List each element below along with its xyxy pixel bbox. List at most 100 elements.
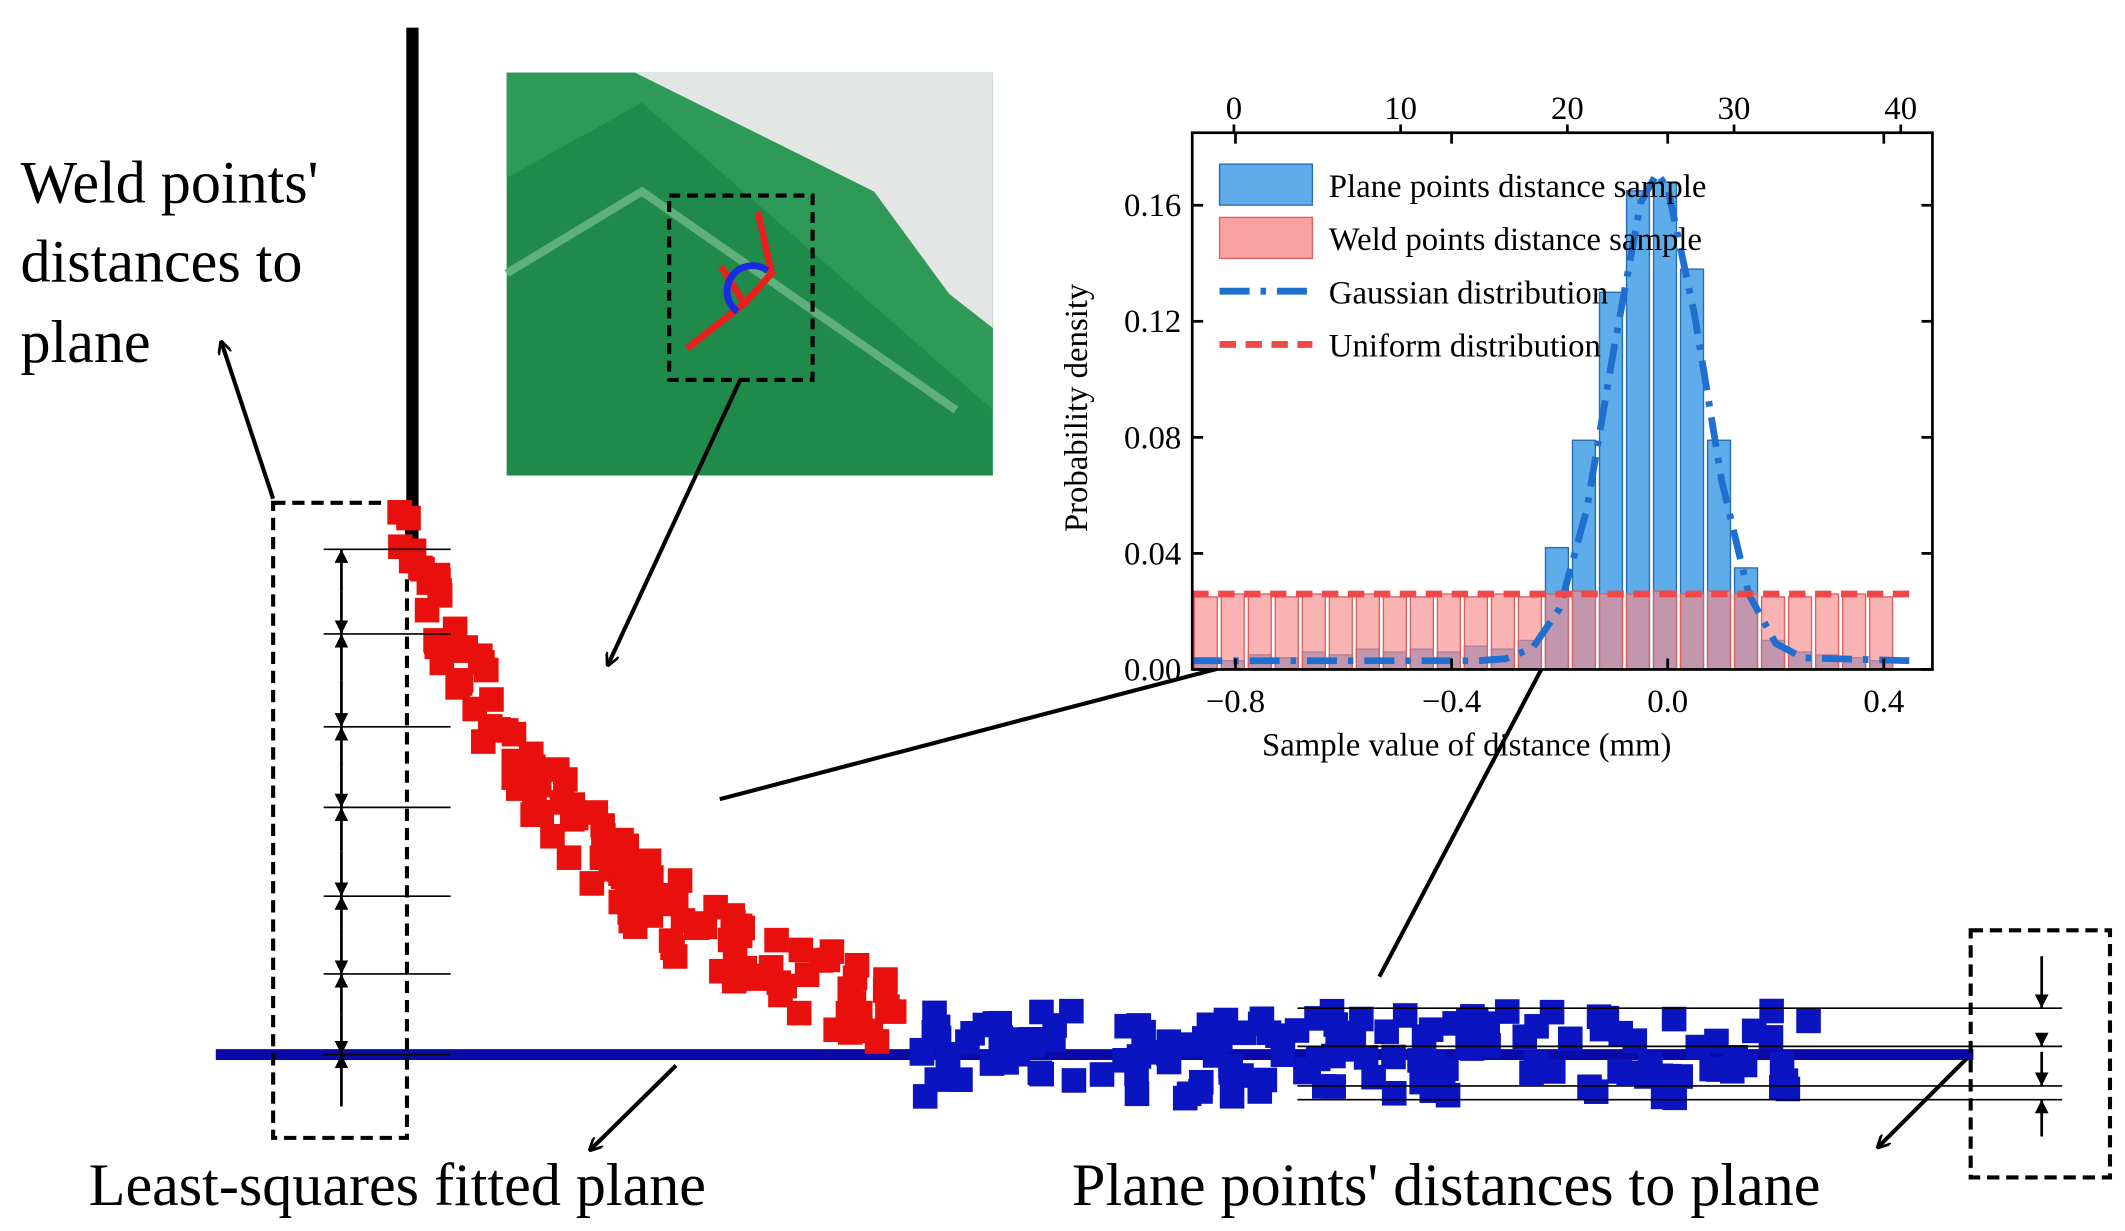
plane-point [979,1051,1005,1076]
x-tick-label: −0.4 [1422,684,1481,720]
plane-point [948,1067,973,1092]
weld-point [560,792,586,817]
weld-point [794,962,820,988]
plane-point [1775,1076,1801,1102]
y-tick-label: 0.04 [1124,536,1181,572]
plane-point [1329,1037,1354,1062]
plane-point [1213,1007,1239,1033]
plane-point [1409,1069,1435,1095]
weld-point [423,628,448,653]
fit-label: Least-squares fitted plane [89,1151,706,1218]
plane-point [1523,1050,1549,1076]
plane-point [972,1012,998,1038]
weld-point [427,583,453,608]
weld-point [819,939,845,964]
histogram-bar [1652,590,1678,671]
plane-point [1112,1048,1137,1073]
weld-point [622,914,648,939]
y-tick-label: 0.12 [1124,304,1181,340]
y-tick-label: 0.16 [1124,188,1181,224]
plane-point [1126,1013,1152,1038]
plane-point [1374,1019,1399,1045]
weld-point [617,873,642,899]
plane-point [1634,1064,1659,1089]
legend-label: Weld points distance sample [1329,222,1702,258]
plane-point [1219,1084,1245,1109]
plane-point [1796,1008,1821,1034]
plane-point [1252,1067,1278,1093]
weld-point [709,958,734,984]
plane-point [1430,1065,1456,1091]
weld-point [553,767,578,792]
plane-point [1156,1041,1181,1066]
x2-tick-label: 20 [1551,91,1584,127]
weld-label: distances to [20,228,302,295]
weld-label: Weld points' [20,148,318,215]
plot-frame [1190,131,1934,671]
weld-point [690,912,716,938]
photo [504,72,993,476]
plane-point [1349,1006,1374,1032]
x2-tick-label: 10 [1384,91,1417,127]
histogram-bar [1760,596,1786,671]
weld-point [501,748,527,774]
weld-point [479,687,504,712]
weld-label: plane [20,308,150,375]
histogram-bar [1544,593,1570,671]
legend-swatch [1218,163,1314,206]
arrow [1878,1057,1969,1148]
plane-point [1577,1074,1602,1100]
arrow [608,379,743,665]
histogram-bar [1571,590,1597,671]
x-tick-label: −0.8 [1206,684,1265,720]
plane-point [1319,998,1345,1024]
plane-point [909,1037,935,1063]
plane-point [912,1084,938,1109]
weld-point [658,883,684,908]
legend-label: Gaussian distribution [1329,275,1608,311]
weld-box [271,500,410,1140]
histogram-bar [1220,593,1245,671]
plane-point [1411,1024,1437,1049]
legend-label: Uniform distribution [1329,329,1601,365]
weld-point [396,505,421,531]
x-tick-label: 0.0 [1647,684,1688,720]
histogram-bar [1706,590,1732,671]
plane-point [1475,1011,1501,1036]
weld-point [758,955,784,980]
plane-point [1661,1006,1687,1032]
arrow [221,342,276,500]
x2-tick-label: 30 [1718,91,1751,127]
plane-point [1476,1033,1501,1058]
plane-point [1293,1059,1318,1085]
weld-point [401,538,427,564]
plane-point [1270,1042,1296,1067]
weld-point [589,845,615,870]
plane-point [1202,1043,1228,1068]
weld-point [875,994,900,1019]
histogram-bar [1625,593,1651,671]
weld-point [583,800,609,825]
weld-point [448,668,474,693]
weld-point [841,990,867,1015]
y-tick-label: 0.00 [1124,652,1181,688]
plane-box [1968,928,2113,1180]
histogram-bar [1517,596,1543,671]
distribution-line [1192,167,1911,665]
y-tick-label: 0.08 [1124,420,1181,456]
histogram-bar [1679,593,1705,671]
plane-point [1589,1016,1615,1042]
plane-point [1188,1079,1213,1104]
histogram-bar [1598,593,1624,671]
plane-point [1759,998,1784,1024]
plane-point [1042,1013,1067,1038]
x2-tick-label: 0 [1226,91,1242,127]
weld-point [730,915,756,941]
plane-point [1061,1068,1087,1093]
plane-point [1622,1028,1648,1053]
weld-point [579,871,605,896]
plane-point [1524,1014,1549,1039]
weld-point [556,845,582,870]
weld-point [662,944,688,969]
weld-point [477,714,503,739]
